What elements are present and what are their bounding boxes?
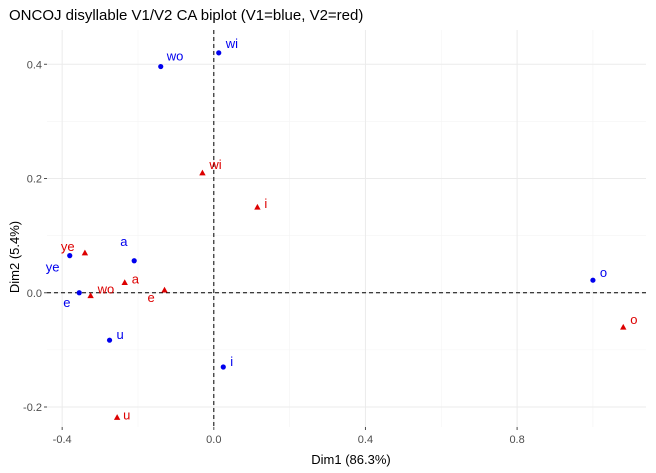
label-u-v1: u (117, 327, 124, 342)
axis-ticks: -0.4 0.0 0.4 0.8 -0.2 0.0 0.2 0.4 (23, 59, 525, 446)
label-e-v2: e (148, 290, 155, 305)
label-i-v1: i (230, 354, 233, 369)
x-tick-label: 0.4 (358, 434, 373, 446)
data-points (67, 50, 627, 420)
point-wi-v2 (199, 169, 206, 176)
point-u-v1 (106, 337, 113, 343)
label-a-v1: a (120, 234, 128, 249)
point-o-v1 (590, 277, 596, 283)
x-tick-label: -0.4 (53, 434, 72, 446)
grid-lines (47, 30, 646, 427)
label-ye-v1: ye (46, 260, 60, 275)
y-axis-label: Dim2 (5.4%) (7, 221, 22, 293)
point-a-v2 (121, 279, 128, 286)
point-i-v2 (254, 203, 261, 210)
y-tick-label: -0.2 (23, 402, 42, 414)
label-a-v2: a (132, 271, 140, 286)
point-a-v1 (131, 258, 137, 264)
label-wo-v2: wo (97, 282, 115, 297)
reference-lines (47, 30, 646, 427)
x-axis-label: Dim1 (86.3%) (311, 452, 390, 467)
label-u-v2: u (123, 407, 130, 422)
point-e-v1 (76, 290, 82, 296)
label-o-v2: o (630, 312, 637, 327)
y-tick-label: 0.0 (27, 288, 42, 300)
point-o-v2 (620, 323, 627, 330)
label-i-v2: i (264, 196, 267, 211)
point-ye-v2 (81, 249, 89, 256)
label-wi-v2: wi (208, 157, 221, 172)
label-wo-v1: wo (166, 49, 184, 64)
point-u-v2 (113, 414, 121, 420)
label-e-v1: e (63, 295, 70, 310)
point-wi-v1 (216, 50, 222, 56)
point-wo-v2 (87, 292, 94, 299)
y-tick-label: 0.2 (27, 174, 42, 186)
point-e-v2 (161, 286, 168, 293)
point-wo-v1 (158, 63, 164, 70)
label-o-v1: o (600, 265, 607, 280)
chart-title: ONCOJ disyllable V1/V2 CA biplot (V1=blu… (9, 7, 363, 24)
y-tick-label: 0.4 (27, 59, 42, 71)
label-wi-v1: wi (225, 36, 238, 51)
point-i-v1 (220, 364, 226, 370)
point-ye-v1 (67, 253, 73, 259)
label-ye-v2: ye (61, 239, 75, 254)
x-tick-label: 0.0 (206, 434, 221, 446)
x-tick-label: 0.8 (509, 434, 524, 446)
